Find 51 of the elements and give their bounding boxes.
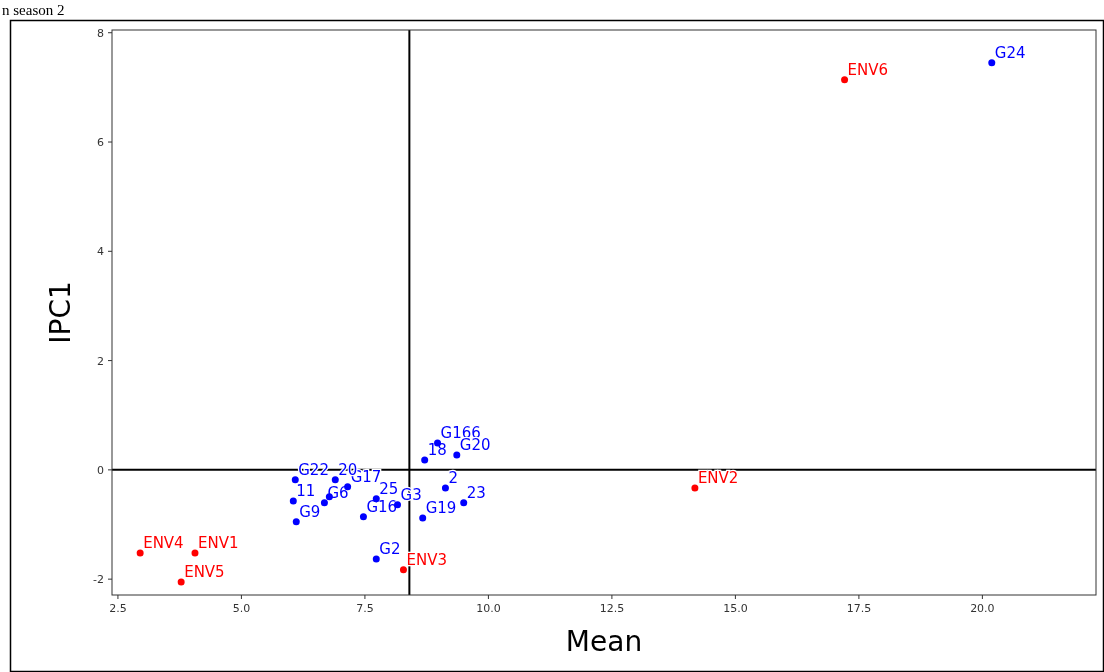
x-tick-label: 20.0 [970,602,995,615]
point [359,513,367,521]
point [453,451,461,459]
point [292,518,300,526]
point [177,578,185,586]
point [289,497,297,505]
point [331,476,339,484]
annotation: 2 [448,468,458,487]
y-tick-label: -2 [93,573,104,587]
point [841,76,849,84]
point [291,476,299,484]
y-tick-label: 0 [97,463,104,477]
annotation: ENV6 [847,60,889,79]
x-tick-label: 2.5 [109,602,127,615]
y-tick-label: 2 [97,354,104,368]
annotation: ENV5 [184,562,225,581]
point [372,555,380,563]
point [441,484,449,492]
x-tick-label: 10.0 [476,602,501,615]
annotation: 25 [379,479,399,498]
point [191,549,199,557]
annotation: ENV2 [697,468,739,487]
annotation: G2 [379,539,401,558]
annotation: 23 [466,483,486,502]
point [136,549,144,557]
annotation: 11 [296,482,316,501]
point [320,499,328,507]
point [460,499,468,507]
point [399,566,407,574]
y-tick-label: 6 [97,136,104,150]
point [691,484,699,492]
x-tick-label: 15.0 [723,602,748,615]
y-tick-label: 8 [97,26,104,40]
point [988,59,996,67]
annotation: G16 [366,497,398,516]
y-tick-label: 4 [97,245,104,259]
annotation: G19 [425,498,457,517]
point [421,456,429,464]
x-tick-label: 12.5 [599,602,625,615]
annotation: ENV1 [197,533,239,552]
x-axis-title: Mean [565,625,643,658]
x-tick-label: 7.5 [356,602,374,615]
text: n season 2 [2,2,65,18]
annotation: 18 [427,441,447,460]
y-axis-title: IPC1 [44,281,77,344]
annotation: G24 [994,43,1026,62]
point [419,514,427,522]
x-tick-label: 5.0 [232,602,251,615]
annotation: ENV4 [143,533,184,552]
annotation: G9 [299,502,321,521]
x-tick-label: 17.5 [846,602,872,615]
